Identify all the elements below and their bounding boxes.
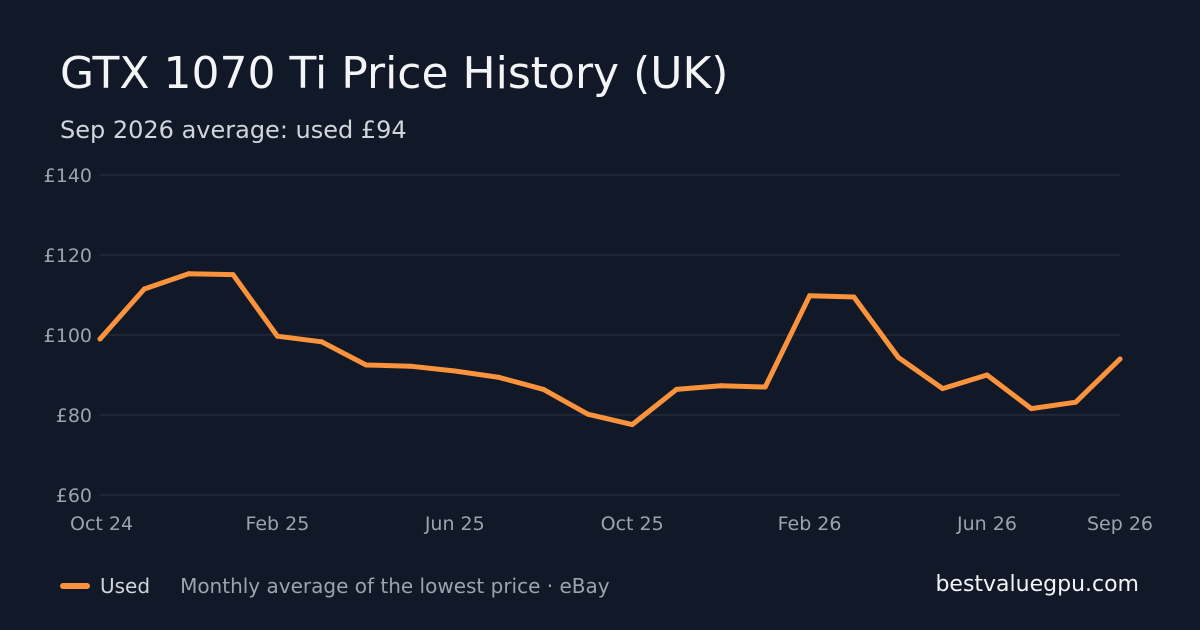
data-point bbox=[851, 294, 857, 300]
data-point bbox=[274, 333, 280, 339]
data-point bbox=[230, 272, 236, 278]
brand-link[interactable]: bestvaluegpu.com bbox=[935, 572, 1139, 597]
data-point bbox=[319, 339, 325, 345]
y-tick-label: £120 bbox=[44, 245, 92, 267]
series-line-used bbox=[97, 271, 1123, 428]
legend: Used Monthly average of the lowest price… bbox=[60, 574, 610, 598]
data-point bbox=[407, 363, 413, 369]
x-axis-ticks: Oct 24 Feb 25 Jun 25 Oct 25 Feb 26 Jun 26 Sep … bbox=[70, 513, 1153, 535]
series-layer bbox=[97, 271, 1123, 428]
data-point bbox=[540, 386, 546, 392]
data-point bbox=[807, 293, 813, 299]
data-point bbox=[984, 372, 990, 378]
data-point bbox=[452, 368, 458, 374]
data-point bbox=[363, 362, 369, 368]
data-point bbox=[674, 386, 680, 392]
y-tick-label: £140 bbox=[44, 165, 92, 187]
data-point bbox=[1028, 406, 1034, 412]
legend-description: Monthly average of the lowest price · eB… bbox=[180, 574, 610, 598]
data-point bbox=[895, 354, 901, 360]
x-tick-label: Oct 25 bbox=[601, 513, 664, 535]
y-tick-label: £100 bbox=[44, 325, 92, 347]
data-point bbox=[496, 374, 502, 380]
page-subtitle: Sep 2026 average: used £94 bbox=[60, 116, 407, 144]
data-point bbox=[1073, 399, 1079, 405]
x-tick-label: Oct 24 bbox=[70, 513, 133, 535]
x-tick-label: Jun 26 bbox=[956, 513, 1017, 535]
legend-label-used: Used bbox=[100, 574, 151, 598]
data-point bbox=[97, 336, 103, 342]
x-tick-label: Feb 25 bbox=[245, 513, 309, 535]
data-point bbox=[718, 383, 724, 389]
x-tick-label: Jun 25 bbox=[424, 513, 485, 535]
grid-lines bbox=[100, 174, 1120, 496]
data-point bbox=[762, 384, 768, 390]
x-tick-label: Feb 26 bbox=[778, 513, 842, 535]
y-tick-label: £80 bbox=[56, 405, 92, 427]
data-point bbox=[940, 386, 946, 392]
page-title: GTX 1070 Ti Price History (UK) bbox=[60, 48, 729, 99]
y-axis-ticks: £60 £80 £100 £120 £140 bbox=[44, 165, 92, 507]
x-tick-label: Sep 26 bbox=[1087, 513, 1153, 535]
data-point bbox=[585, 411, 591, 417]
legend-swatch-used bbox=[60, 583, 90, 589]
y-tick-label: £60 bbox=[56, 485, 92, 507]
data-point bbox=[1117, 356, 1123, 362]
data-point bbox=[186, 271, 192, 277]
data-point bbox=[141, 286, 147, 292]
data-point bbox=[629, 422, 635, 428]
